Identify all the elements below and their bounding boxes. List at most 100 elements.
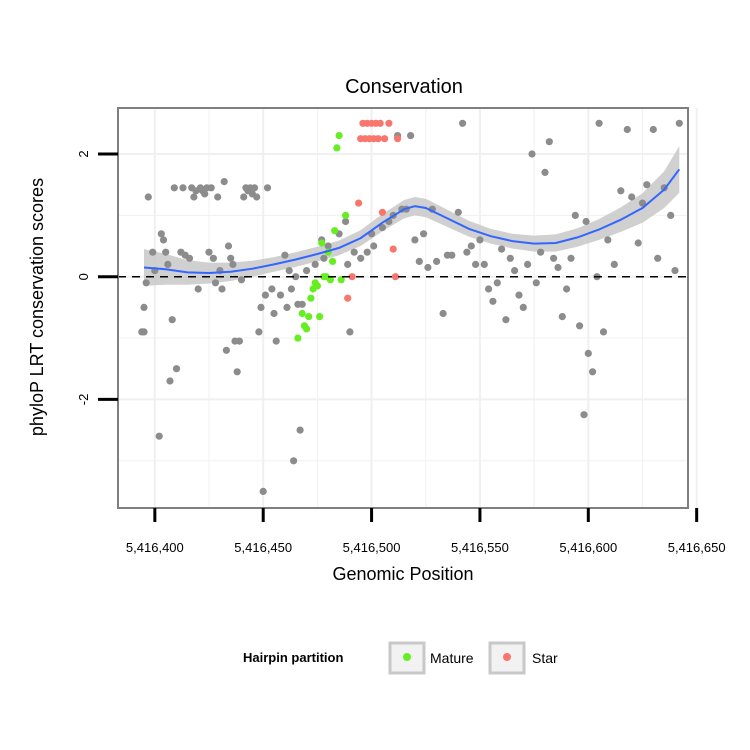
point-other	[233, 368, 241, 376]
point-other	[485, 285, 493, 293]
point-star	[391, 273, 399, 281]
point-mature	[331, 227, 339, 235]
point-other	[342, 217, 350, 226]
point-other	[493, 279, 501, 287]
point-mature	[342, 211, 350, 219]
x-tick-label: 5,416,500	[343, 540, 401, 555]
point-other	[296, 426, 304, 434]
point-other	[298, 300, 306, 308]
point-other	[237, 276, 246, 284]
legend-marker-mature	[403, 653, 411, 661]
point-other	[303, 267, 311, 275]
point-other	[628, 193, 636, 201]
point-other	[220, 178, 228, 186]
x-tick-label: 5,416,600	[559, 540, 617, 555]
point-other	[155, 432, 163, 440]
point-other	[476, 236, 484, 244]
point-star	[355, 199, 363, 207]
point-other	[324, 242, 332, 250]
point-other	[519, 303, 527, 311]
point-other	[515, 291, 523, 299]
point-other	[227, 254, 235, 262]
point-mature	[303, 325, 311, 333]
x-tick-label: 5,416,450	[234, 540, 292, 555]
point-mature	[318, 239, 326, 247]
point-other	[667, 211, 675, 219]
point-other	[489, 297, 497, 305]
point-other	[214, 193, 222, 201]
point-star	[348, 273, 356, 281]
point-other	[255, 328, 263, 336]
point-other	[454, 208, 462, 216]
point-other	[541, 168, 549, 176]
point-other	[571, 211, 579, 219]
point-other	[510, 267, 519, 275]
point-star	[376, 119, 384, 127]
smooth-curve-layer	[143, 168, 681, 275]
legend-title: Hairpin partition	[243, 650, 343, 665]
point-other	[567, 254, 575, 262]
point-other	[257, 303, 265, 311]
point-other	[472, 260, 480, 268]
point-other	[179, 184, 187, 192]
point-other	[439, 309, 447, 318]
x-axis-label: Genomic Position	[332, 564, 473, 584]
point-other	[283, 303, 291, 311]
point-other	[524, 260, 532, 268]
point-star	[394, 135, 402, 143]
point-other	[545, 138, 553, 146]
point-other	[595, 119, 603, 127]
point-other	[276, 291, 285, 299]
chart-title: Conservation	[345, 76, 463, 98]
point-star	[344, 294, 352, 302]
point-star	[385, 119, 393, 127]
point-other	[270, 309, 278, 318]
point-other	[207, 184, 215, 192]
point-other	[350, 248, 358, 256]
smooth-curve	[143, 168, 681, 275]
plot-panel	[118, 108, 688, 508]
point-other	[537, 248, 545, 256]
point-mature	[329, 257, 337, 265]
points-layer	[118, 119, 688, 495]
point-star	[378, 208, 386, 216]
point-other	[194, 285, 202, 293]
point-other	[201, 190, 209, 198]
point-other	[172, 365, 181, 373]
point-other	[459, 119, 467, 127]
point-mature	[294, 334, 302, 342]
point-other	[532, 279, 540, 287]
point-other	[576, 322, 584, 330]
point-other	[563, 285, 571, 293]
point-other	[498, 245, 506, 253]
point-other	[346, 328, 354, 336]
point-other	[550, 254, 558, 262]
point-other	[649, 125, 657, 134]
point-other	[433, 257, 441, 265]
point-other	[287, 285, 295, 293]
point-mature	[326, 276, 334, 284]
grid-lines	[118, 108, 698, 508]
point-other	[170, 184, 178, 192]
point-other	[415, 257, 423, 265]
plot-border	[117, 107, 689, 509]
point-other	[599, 328, 608, 336]
point-other	[222, 346, 230, 354]
point-other	[638, 199, 647, 207]
point-other	[205, 248, 213, 256]
legend-label-mature: Mature	[430, 650, 474, 666]
point-other	[218, 285, 226, 293]
point-other	[250, 184, 259, 192]
point-other	[407, 132, 415, 140]
point-other	[140, 328, 148, 336]
legend: Hairpin partition Mature Star	[243, 641, 558, 675]
point-other	[610, 260, 618, 268]
point-mature	[335, 132, 343, 140]
point-other	[190, 193, 198, 201]
point-mature	[313, 282, 321, 290]
point-other	[675, 119, 683, 127]
axes-layer: 5,416,400 5,416,450 5,416,500 5,416,550 5,41…	[76, 107, 726, 555]
point-other	[185, 254, 194, 262]
point-other	[261, 291, 269, 299]
